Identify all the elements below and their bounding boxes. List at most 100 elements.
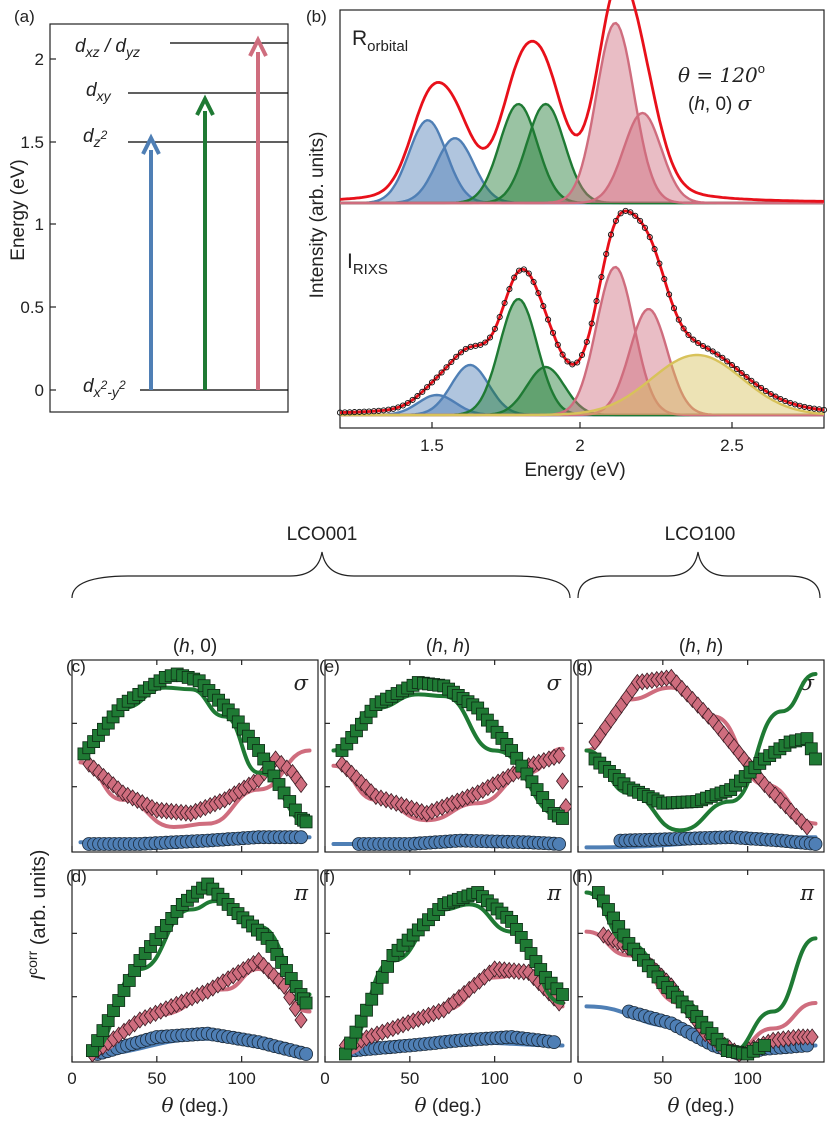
data-point bbox=[758, 384, 765, 391]
blue-data-marker bbox=[552, 837, 566, 851]
pink-data-marker bbox=[294, 1011, 308, 1029]
data-point bbox=[564, 358, 571, 365]
data-point bbox=[506, 286, 513, 293]
data-point bbox=[680, 325, 687, 332]
data-point bbox=[448, 358, 455, 366]
panel-frame bbox=[71, 659, 319, 853]
theta-panel: (h) π 0 50 100 θ (deg.) bbox=[572, 867, 825, 1117]
x-tick-label: 100 bbox=[733, 1069, 761, 1088]
x-tick-label: 0 bbox=[320, 1069, 329, 1088]
panel-b-frame bbox=[339, 9, 825, 429]
data-point bbox=[685, 331, 692, 339]
data-point bbox=[762, 388, 769, 395]
data-point bbox=[743, 373, 750, 380]
data-point bbox=[428, 379, 436, 386]
panel-title: (h, h) bbox=[426, 636, 470, 657]
panel-tag: (d) bbox=[66, 867, 87, 886]
green-data-marker bbox=[344, 1036, 358, 1050]
data-point bbox=[777, 395, 784, 403]
panel-a-yticks: 0 0.5 1 1.5 2 bbox=[20, 50, 56, 400]
green-data-marker bbox=[556, 988, 569, 1001]
panel-a: (a) Energy (eV) 0 0.5 1 1.5 2 dxz / dyz … bbox=[8, 7, 289, 413]
panel-b-xticks: 1.5 2 2.5 bbox=[420, 422, 744, 455]
data-point bbox=[632, 212, 639, 219]
data-point bbox=[525, 270, 532, 277]
green-data-marker bbox=[338, 1047, 352, 1061]
data-point bbox=[404, 399, 411, 407]
data-point bbox=[482, 339, 489, 346]
panel-frame bbox=[324, 659, 572, 853]
pink-data-marker bbox=[280, 759, 294, 777]
theta-panel: (e) σ (h, h) bbox=[319, 636, 572, 853]
polarization-label: σ bbox=[547, 671, 562, 695]
data-point bbox=[540, 303, 547, 310]
data-point bbox=[617, 210, 624, 217]
data-point bbox=[714, 351, 721, 358]
panel-frame bbox=[577, 869, 825, 1063]
data-point bbox=[641, 224, 648, 231]
theta-panel: (g)σ(h, h) bbox=[572, 636, 825, 853]
data-point bbox=[438, 369, 445, 376]
blue-data-marker bbox=[299, 1047, 314, 1061]
panel-frame bbox=[71, 869, 319, 1063]
data-point bbox=[583, 338, 590, 345]
blue-data-marker bbox=[547, 1035, 561, 1049]
x-tick-label: 50 bbox=[653, 1069, 672, 1088]
level-label-dxy: dxy bbox=[86, 80, 112, 104]
green-data-marker bbox=[556, 812, 569, 825]
x-tick-label: 100 bbox=[227, 1069, 255, 1088]
green-data-marker bbox=[349, 1025, 363, 1039]
data-point bbox=[520, 266, 527, 273]
x-tick-label: 50 bbox=[147, 1069, 166, 1088]
component-fill-yellow bbox=[340, 355, 824, 415]
energy-levels: dxz / dyz dxy dz2 dx2-y2 bbox=[75, 36, 288, 400]
green-data-marker bbox=[360, 1003, 373, 1017]
x-axis-label: θ (deg.) bbox=[162, 1093, 229, 1117]
green-data-marker bbox=[381, 960, 395, 973]
fit-curve bbox=[339, 0, 825, 203]
theta-annotation: θ = 120o bbox=[678, 61, 765, 87]
data-point bbox=[559, 351, 566, 358]
data-point bbox=[724, 358, 731, 365]
green-data-marker bbox=[809, 752, 822, 766]
component-fill-blue bbox=[340, 365, 824, 415]
green-data-marker bbox=[365, 992, 379, 1006]
panel-a-ytick: 1.5 bbox=[20, 133, 44, 152]
panel-tag: (e) bbox=[319, 657, 340, 676]
panel-plot-area bbox=[85, 877, 314, 1062]
panel-frame bbox=[324, 869, 572, 1063]
data-point bbox=[593, 298, 600, 305]
panel-tag: (h) bbox=[572, 867, 593, 886]
x-axis-label: θ (deg.) bbox=[415, 1093, 482, 1117]
theta-grid: (c)σ(h, 0)(e)σ(h, h)(g)σ(h, h)(d)π0 50 100… bbox=[66, 636, 825, 1117]
label-r-orbital: Rorbital bbox=[352, 27, 408, 55]
green-data-marker bbox=[354, 1014, 368, 1028]
polarization-label: π bbox=[799, 881, 815, 905]
panel-a-tag: (a) bbox=[14, 7, 35, 26]
panel-a-ytick: 1 bbox=[35, 215, 44, 234]
green-data-marker bbox=[299, 815, 313, 829]
transition-arrows bbox=[141, 35, 268, 390]
pink-data-marker bbox=[680, 685, 694, 703]
data-point bbox=[607, 231, 615, 238]
data-point bbox=[545, 316, 552, 323]
panel-b-xtick: 2 bbox=[575, 436, 584, 455]
theta-panel: (c) σ (h, 0) bbox=[66, 636, 319, 853]
theta-panel: (f) π 0 50 100 θ (deg.) bbox=[319, 867, 572, 1117]
panel-tag: (c) bbox=[66, 657, 86, 676]
data-point bbox=[728, 362, 736, 369]
spectra-upper bbox=[339, 0, 825, 205]
data-point bbox=[656, 260, 663, 267]
x-tick-label: 50 bbox=[400, 1069, 419, 1088]
polarization-label: π bbox=[293, 881, 309, 905]
panel-plot-area bbox=[331, 676, 571, 851]
component-fill-blue bbox=[340, 138, 824, 203]
data-point bbox=[433, 374, 440, 381]
data-point bbox=[443, 364, 450, 371]
pink-data-marker bbox=[283, 988, 297, 1006]
data-point bbox=[690, 336, 697, 343]
panel-title: (h, h) bbox=[679, 636, 723, 657]
data-point bbox=[419, 388, 426, 395]
data-point bbox=[753, 381, 760, 388]
pink-data-marker bbox=[552, 746, 566, 765]
